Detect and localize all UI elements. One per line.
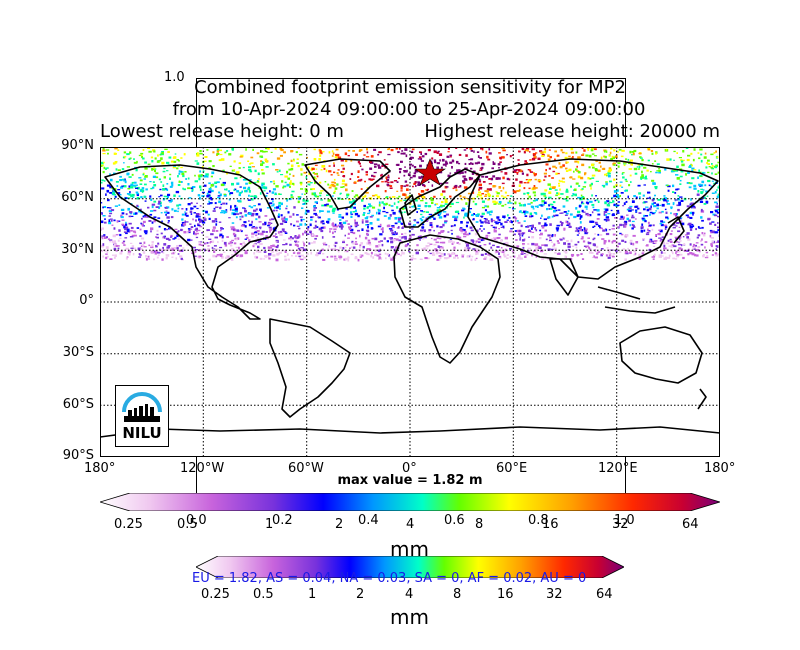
- nilu-logo-graphic: [122, 392, 162, 422]
- max-value-label: max value = 1.82 m: [337, 473, 483, 488]
- colorbar-tick: 0.25: [114, 517, 143, 532]
- map-panel: [100, 147, 720, 457]
- colorbar-ghost-tick: 0.6: [444, 513, 465, 528]
- colorbar-tick: 4: [406, 517, 415, 532]
- lon-label: 180°: [704, 461, 736, 476]
- colorbar-secondary-tick: 0.25: [201, 587, 230, 602]
- colorbar-ghost-tick: 0.4: [358, 513, 379, 528]
- colorbar-tick: 32: [612, 517, 629, 532]
- colorbar-ghost-tick: 0.0: [186, 513, 207, 528]
- title-line-3-left: Lowest release height: 0 m: [100, 121, 344, 142]
- lat-label: 30°S: [62, 345, 94, 360]
- colorbar-secondary-tick: 64: [596, 587, 613, 602]
- nilu-logo: NILU: [115, 385, 169, 447]
- colorbar-tick: 64: [682, 517, 699, 532]
- colorbar-ghost-tick: 1.0: [614, 513, 635, 528]
- lon-label: 120°E: [598, 461, 638, 476]
- lat-label: 60°N: [61, 190, 94, 205]
- colorbar-tick: 8: [475, 517, 484, 532]
- lat-label: 30°N: [61, 242, 94, 257]
- colorbar-main: [100, 493, 720, 511]
- colorbar-tick: 16: [542, 517, 559, 532]
- sensitivity-field: [100, 147, 720, 262]
- lon-label: 60°W: [288, 461, 324, 476]
- colorbar-secondary-unit: mm: [390, 605, 429, 629]
- colorbar-secondary-tick: 32: [546, 587, 563, 602]
- colorbar-secondary-tick: 16: [497, 587, 514, 602]
- region-summary: EU = 1.82, AS = 0.04, NA = 0.03, SA = 0,…: [192, 571, 587, 586]
- title-line-3-right: Highest release height: 20000 m: [424, 121, 720, 142]
- colorbar-secondary-tick: 1: [308, 587, 317, 602]
- title-line-2: from 10-Apr-2024 09:00:00 to 25-Apr-2024…: [172, 99, 646, 120]
- lon-label: 0°: [402, 461, 417, 476]
- colorbar-secondary: [196, 556, 624, 578]
- lon-label: 180°: [84, 461, 116, 476]
- lat-label: 60°S: [62, 397, 94, 412]
- lon-label: 120°W: [180, 461, 225, 476]
- release-point-star: [414, 158, 446, 186]
- colorbar-tick: 1: [265, 517, 274, 532]
- colorbar-secondary-tick: 2: [356, 587, 365, 602]
- lat-label: 90°N: [61, 138, 94, 153]
- graticule: [100, 147, 720, 457]
- nilu-logo-text: NILU: [122, 424, 162, 442]
- title-line-1: Combined footprint emission sensitivity …: [194, 77, 626, 98]
- lat-label: 90°S: [62, 448, 94, 463]
- colorbar-tick: 0.5: [177, 517, 198, 532]
- lat-label: 0°: [79, 293, 94, 308]
- colorbar-ghost-tick: 0.2: [272, 513, 293, 528]
- colorbar-tick: 2: [335, 517, 344, 532]
- colorbar-secondary-tick: 0.5: [253, 587, 274, 602]
- ghost-axis-tick: 1.0: [164, 70, 185, 85]
- colorbar-secondary-tick: 4: [405, 587, 414, 602]
- colorbar-ghost-tick: 0.8: [528, 513, 549, 528]
- lon-label: 60°E: [496, 461, 528, 476]
- colorbar-secondary-tick: 8: [453, 587, 462, 602]
